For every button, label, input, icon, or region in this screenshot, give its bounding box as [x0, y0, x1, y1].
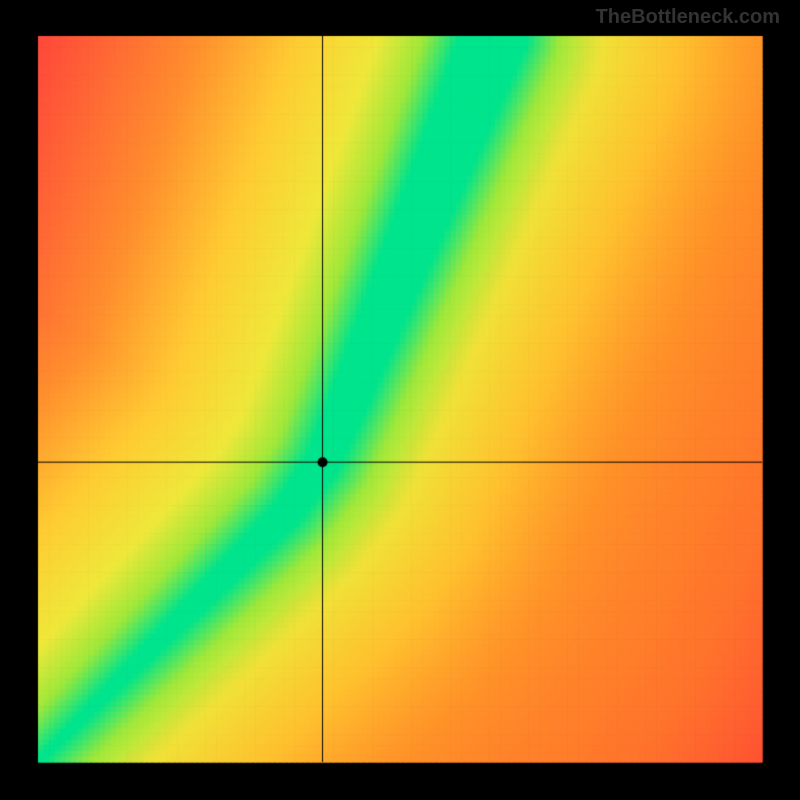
chart-container: TheBottleneck.com — [0, 0, 800, 800]
bottleneck-heatmap — [0, 0, 800, 800]
watermark-text: TheBottleneck.com — [596, 6, 780, 29]
